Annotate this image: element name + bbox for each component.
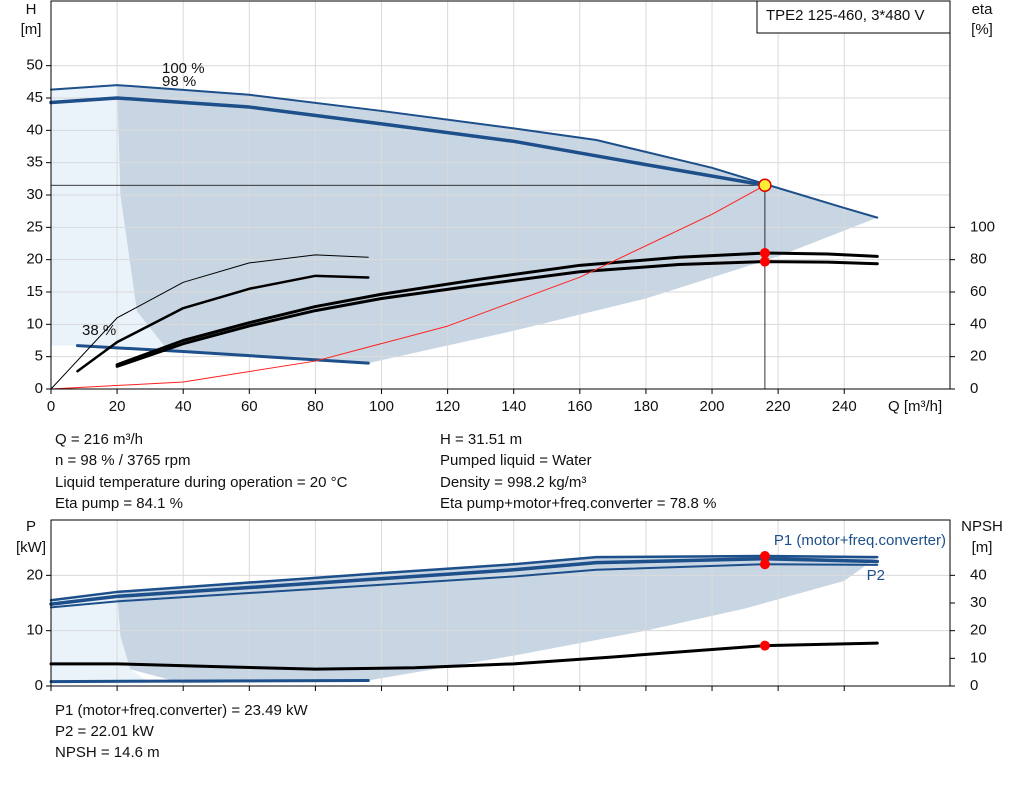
curve: [50, 254, 369, 390]
curve: [76, 274, 370, 373]
curve: [50, 84, 879, 219]
info-line: Pumped liquid = Water: [440, 452, 592, 469]
y-tick-label: 20: [26, 566, 43, 583]
y2-tick-label: 20: [970, 622, 987, 639]
title-box: [756, 0, 951, 34]
y-tick-label: 40: [26, 121, 43, 138]
info-line: Q = 216 m³/h: [55, 431, 143, 448]
y-tick-label: 35: [26, 154, 43, 171]
chart-title: TPE2 125-460, 3*480 V: [766, 7, 924, 24]
duty-marker: [759, 559, 770, 570]
curve: [49, 678, 370, 684]
y-axis-label: H: [26, 1, 37, 18]
duty-marker: [759, 551, 770, 562]
y2-tick-label: 30: [970, 594, 987, 611]
curve: [115, 251, 879, 367]
y2-tick-label: 60: [970, 283, 987, 300]
info-line: Density = 998.2 kg/m³: [440, 474, 586, 491]
info-line: Eta pump+motor+freq.converter = 78.8 %: [440, 495, 716, 512]
x-tick-label: 80: [307, 398, 324, 415]
curve-label: 38 %: [82, 322, 116, 339]
x-tick-label: 40: [175, 398, 192, 415]
x-tick-label: 140: [501, 398, 526, 415]
x-tick-label: 120: [435, 398, 460, 415]
info-line: n = 98 % / 3765 rpm: [55, 452, 191, 469]
y-tick-label: 20: [26, 251, 43, 268]
plot-frame: [50, 0, 951, 390]
x-tick-label: 220: [766, 398, 791, 415]
duty-marker: [759, 640, 770, 651]
y-tick-label: 15: [26, 283, 43, 300]
info-bottom: P1 (motor+freq.converter) = 23.49 kW P2 …: [55, 702, 308, 761]
curve: [50, 563, 879, 609]
y2-axis-label: [m]: [972, 539, 993, 556]
curve-label: 98 %: [162, 73, 196, 90]
curve-label: P1 (motor+freq.converter): [774, 532, 946, 549]
duty-marker: [759, 256, 770, 267]
curve: [49, 641, 879, 671]
y2-tick-label: 40: [970, 566, 987, 583]
x-tick-label: 100: [369, 398, 394, 415]
x-tick-label: 60: [241, 398, 258, 415]
y-axis-label: P: [26, 518, 36, 535]
operating-range: [51, 591, 151, 684]
y2-axis-label: NPSH: [961, 518, 1003, 535]
info-line: P2 = 22.01 kW: [55, 723, 155, 740]
y-tick-label: 0: [35, 380, 43, 397]
y2-tick-label: 0: [970, 677, 978, 694]
y2-tick-label: 10: [970, 649, 987, 666]
y-tick-label: 0: [35, 677, 43, 694]
chart: 0 20 40 60 80 100 120 140 160 180 200 220 2400510152…: [21, 0, 995, 415]
curve: [49, 554, 879, 602]
y2-axis-label: eta: [972, 1, 994, 18]
curve: [75, 344, 370, 365]
operating-range: [117, 556, 878, 684]
duty-marker: [759, 248, 770, 259]
curve-label: 100 %: [162, 60, 205, 77]
x-tick-label: 240: [832, 398, 857, 415]
y-tick-label: 30: [26, 186, 43, 203]
y-axis-label: [kW]: [16, 539, 46, 556]
y-axis-label: [m]: [21, 21, 42, 38]
y-tick-label: 45: [26, 89, 43, 106]
y-tick-label: 10: [26, 315, 43, 332]
chart: 0 10 20 0 10 20 30 40 P [kW] NPSH [m] P1 (motor+freq…: [16, 518, 1003, 694]
curve-label: P2: [867, 567, 885, 584]
x-tick-label: 180: [633, 398, 658, 415]
x-tick-label: 0: [47, 398, 55, 415]
y2-tick-label: 100: [970, 218, 995, 235]
x-tick-label: 160: [567, 398, 592, 415]
duty-point: [758, 178, 772, 192]
y2-tick-label: 0: [970, 380, 978, 397]
info-line: H = 31.51 m: [440, 431, 522, 448]
curve: [49, 96, 767, 187]
info-line: NPSH = 14.6 m: [55, 744, 160, 761]
info-line: Eta pump = 84.1 %: [55, 495, 183, 512]
y-tick-label: 10: [26, 622, 43, 639]
info-top: Q = 216 m³/h n = 98 % / 3765 rpm Liquid …: [55, 431, 716, 512]
operating-range: [117, 85, 878, 364]
operating-range: [51, 85, 167, 349]
x-tick-label: 200: [700, 398, 725, 415]
y2-tick-label: 80: [970, 251, 987, 268]
x-tick-label: 20: [109, 398, 126, 415]
info-line: P1 (motor+freq.converter) = 23.49 kW: [55, 702, 308, 719]
y2-tick-label: 40: [970, 315, 987, 332]
y2-axis-label: [%]: [971, 21, 993, 38]
x-axis-label: Q [m³/h]: [888, 398, 942, 415]
y-tick-label: 50: [26, 57, 43, 74]
info-line: Liquid temperature during operation = 20…: [55, 474, 348, 491]
curve: [49, 556, 880, 606]
y2-tick-label: 20: [970, 348, 987, 365]
y-tick-label: 5: [35, 348, 43, 365]
y-tick-label: 25: [26, 218, 43, 235]
plot-frame: [50, 519, 951, 687]
curve: [115, 260, 879, 368]
curve: [50, 184, 766, 390]
